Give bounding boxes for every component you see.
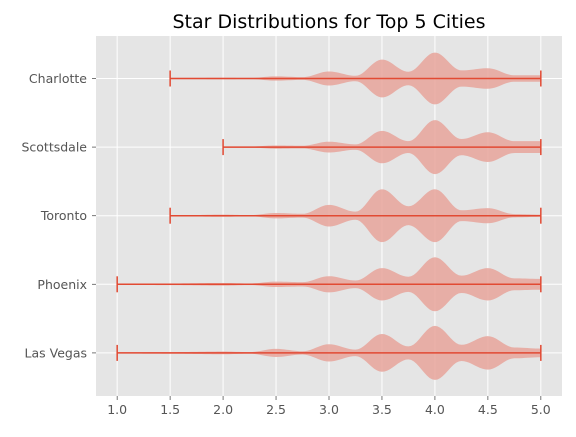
x-tick-labels: 1.0 1.5 2.0 2.5 3.0 3.5 4.0 4.5 5.0 — [107, 396, 551, 417]
x-tick-label: 1.5 — [160, 402, 180, 417]
y-tick-label: Las Vegas — [25, 345, 88, 360]
x-tick-label: 1.0 — [107, 402, 127, 417]
x-tick-label: 4.5 — [478, 402, 498, 417]
x-tick-label: 2.0 — [213, 402, 233, 417]
x-tick-label: 3.0 — [319, 402, 339, 417]
y-tick-label: Phoenix — [37, 277, 87, 292]
violin-las-vegas — [116, 325, 542, 380]
x-tick-label: 5.0 — [531, 402, 551, 417]
y-tick-label: Toronto — [40, 208, 87, 223]
x-tick-label: 4.0 — [425, 402, 445, 417]
violins — [116, 52, 542, 380]
y-tick-label: Charlotte — [29, 71, 87, 86]
violin-phoenix — [116, 257, 542, 312]
violin-charlotte — [169, 52, 542, 105]
x-tick-label: 2.5 — [266, 402, 286, 417]
x-tick-label: 3.5 — [372, 402, 392, 417]
violin-toronto — [169, 189, 542, 243]
y-tick-labels: Charlotte Scottsdale Toronto Phoenix Las Veg… — [21, 71, 96, 360]
y-tick-label: Scottsdale — [21, 140, 87, 155]
violin-scottsdale — [222, 120, 542, 175]
chart-title: Star Distributions for Top 5 Cities — [172, 11, 485, 33]
